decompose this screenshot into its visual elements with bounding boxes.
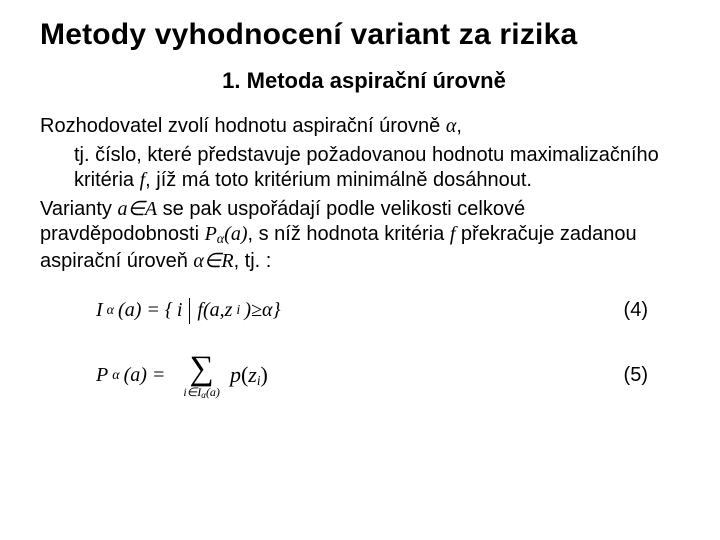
- p1-text-a-end: ,: [456, 115, 462, 137]
- close-paren: ): [261, 362, 268, 387]
- eq5-z: z: [248, 362, 257, 387]
- P-symbol: P: [205, 223, 217, 245]
- eq5-p: p: [230, 362, 241, 387]
- eq4-number: (4): [624, 299, 648, 322]
- eq4-I: I: [96, 299, 103, 322]
- alpha-symbol: α: [446, 115, 457, 137]
- paragraph-1-cont: tj. číslo, které představuje požadovanou…: [40, 143, 688, 193]
- subtitle: 1. Metoda aspirační úrovně: [40, 68, 688, 94]
- eq4-rhs-a: f(a,z: [197, 299, 232, 322]
- eq5-number: (5): [624, 364, 648, 387]
- eq4-zi-sub: i: [236, 303, 240, 319]
- equations-block: Iα(a) = {i f(a,zi)≥α} (4) Pα(a) = ∑ i∈Iα…: [40, 298, 688, 400]
- p2-text-a: Varianty: [40, 198, 117, 220]
- sum-lower-b: (a): [206, 385, 220, 399]
- p2-text-e: , tj. :: [234, 250, 272, 272]
- eq5-expression: Pα (a) = ∑ i∈Iα(a) p(zi): [96, 352, 268, 400]
- page-title: Metody vyhodnocení variant za rizika: [40, 18, 688, 52]
- such-that-bar: [189, 298, 190, 324]
- slide: Metody vyhodnocení variant za rizika 1. …: [0, 0, 720, 540]
- paragraph-1: Rozhodovatel zvolí hodnotu aspirační úro…: [40, 114, 688, 139]
- paragraph-2: Varianty a∈A se pak uspořádají podle vel…: [40, 197, 688, 274]
- eq4-alpha-sub: α: [107, 303, 114, 319]
- eq5-pz: p(zi): [230, 362, 268, 389]
- eq5-P: P: [96, 364, 108, 387]
- alpha-in-R: α∈R: [193, 250, 233, 272]
- equation-5: Pα (a) = ∑ i∈Iα(a) p(zi) (5): [96, 352, 648, 400]
- equation-4: Iα(a) = {i f(a,zi)≥α} (4): [96, 298, 648, 324]
- eq4-rhs-b: )≥α}: [244, 299, 280, 322]
- sum-lower: i∈Iα(a): [183, 386, 220, 400]
- P-arg: (a): [224, 223, 247, 245]
- sigma-symbol: ∑: [190, 352, 214, 386]
- p1-text-b-end: , jíž má toto kritérium minimálně dosáhn…: [145, 169, 532, 191]
- eq4-i: i: [177, 299, 183, 322]
- sum-lower-a: i∈I: [183, 385, 201, 399]
- p2-text-c: , s níž hodnota kritéria: [247, 223, 449, 245]
- eq5-arg: (a) =: [124, 364, 166, 387]
- a-in-A: a∈A: [117, 198, 157, 220]
- eq4-expression: Iα(a) = {i f(a,zi)≥α}: [96, 298, 280, 324]
- eq5-alpha-sub: α: [112, 368, 119, 384]
- sigma-icon: ∑ i∈Iα(a): [183, 352, 220, 400]
- p1-text-a: Rozhodovatel zvolí hodnotu aspirační úro…: [40, 115, 446, 137]
- eq4-arg: (a) = {: [118, 299, 173, 322]
